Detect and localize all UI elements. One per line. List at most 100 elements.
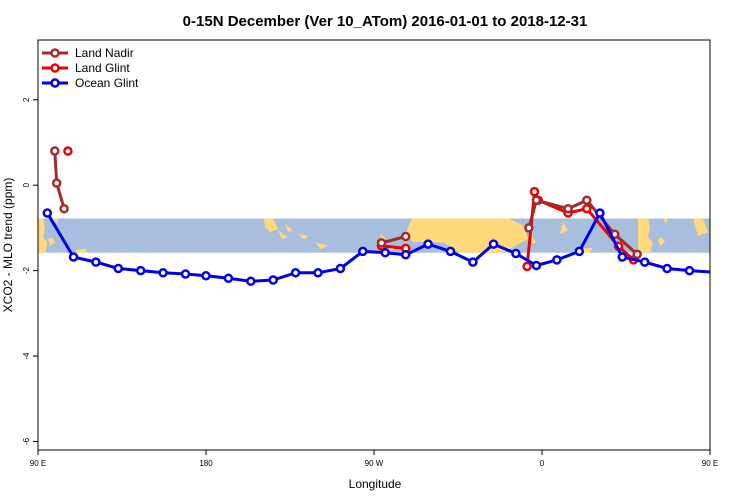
data-point <box>529 186 540 197</box>
land-shape <box>638 218 653 253</box>
data-point <box>358 246 368 257</box>
x-tick-label: 90 W <box>365 459 384 468</box>
y-axis-label: XCO2 - MLO trend (ppm) <box>1 178 15 313</box>
x-tick-label: 180 <box>199 459 213 468</box>
y-tick-label: 0 <box>22 182 31 187</box>
land-shape <box>48 237 55 246</box>
data-point <box>445 246 456 257</box>
data-point <box>158 268 168 278</box>
data-point <box>380 247 390 258</box>
data-point <box>720 248 727 255</box>
y-tick-label: -4 <box>22 352 31 360</box>
data-point <box>42 208 53 218</box>
data-point <box>740 271 747 278</box>
land-shape <box>278 230 288 239</box>
data-point <box>246 276 256 287</box>
data-point <box>552 255 562 265</box>
legend-item: Ocean Glint <box>42 76 139 90</box>
land-shape <box>658 237 665 246</box>
data-point <box>712 259 719 266</box>
data-point <box>63 146 73 156</box>
data-point <box>180 269 191 279</box>
data-point <box>488 239 499 249</box>
legend-marker <box>50 48 60 58</box>
y-tick-label: -2 <box>22 267 31 275</box>
y-tick-label: 2 <box>22 97 31 102</box>
land-shape <box>76 248 88 253</box>
data-point <box>400 250 411 260</box>
legend-marker <box>50 63 60 73</box>
data-point <box>712 265 719 272</box>
land-shape <box>560 221 568 234</box>
series-land-nadir <box>50 146 750 272</box>
data-point <box>742 180 749 187</box>
land-shape <box>663 218 668 224</box>
data-point <box>595 208 605 218</box>
data-point <box>400 231 411 242</box>
data-point <box>223 273 234 284</box>
data-point <box>531 260 542 271</box>
data-point <box>268 275 278 285</box>
data-point <box>313 268 323 278</box>
data-point <box>531 195 542 205</box>
x-tick-label: 90 E <box>702 459 718 468</box>
data-point <box>742 148 749 155</box>
data-point <box>742 148 749 155</box>
land-shape <box>53 218 58 224</box>
data-point <box>68 252 79 262</box>
data-point <box>524 223 534 233</box>
chart-title: 0-15N December (Ver 10_ATom) 2016-01-01 … <box>183 13 588 30</box>
data-point <box>50 146 60 156</box>
data-point <box>639 257 650 267</box>
land-shape <box>298 233 308 240</box>
data-point <box>201 271 211 281</box>
series-line <box>716 151 750 263</box>
land-shape <box>285 223 293 233</box>
y-axis: 2 0 -2 -4 -6 <box>22 97 38 445</box>
data-point <box>376 238 387 248</box>
data-point <box>51 178 62 188</box>
legend-label: Land Nadir <box>75 46 134 60</box>
data-point <box>91 257 101 267</box>
x-tick-label: 90 E <box>30 459 46 468</box>
series-line <box>527 198 639 256</box>
data-point <box>335 263 346 274</box>
data-point <box>59 203 69 214</box>
legend-label: Land Glint <box>75 61 130 75</box>
x-tick-label: 0 <box>540 459 545 468</box>
data-point <box>522 261 532 272</box>
data-point <box>113 263 124 274</box>
series-line <box>716 151 746 269</box>
legend-item: Land Nadir <box>42 46 134 60</box>
data-point <box>511 248 521 259</box>
land-shape <box>693 218 708 236</box>
legend-marker <box>50 78 60 88</box>
x-axis-label: Longitude <box>349 477 402 491</box>
data-point <box>617 252 628 262</box>
legend-label: Ocean Glint <box>75 76 139 90</box>
land-shape <box>38 218 47 253</box>
data-point <box>632 249 642 260</box>
land-shape <box>531 233 536 245</box>
data-point <box>662 263 672 274</box>
data-point <box>423 239 433 249</box>
land-shape <box>264 218 278 233</box>
data-point <box>468 257 478 267</box>
data-point <box>721 248 728 255</box>
data-point <box>290 268 301 278</box>
legend-item: Land Glint <box>42 61 130 75</box>
data-point <box>582 203 592 214</box>
series-line <box>746 151 750 209</box>
data-point <box>563 203 573 214</box>
data-point <box>720 269 727 276</box>
data-point <box>582 195 592 205</box>
y-tick-label: -6 <box>22 437 31 445</box>
x-axis: 90 E 180 90 W 0 90 E <box>30 450 718 468</box>
data-point <box>574 246 585 257</box>
data-point <box>684 265 695 276</box>
data-point <box>135 265 146 276</box>
series-ocean-glint <box>42 208 747 287</box>
land-shape <box>316 242 328 250</box>
